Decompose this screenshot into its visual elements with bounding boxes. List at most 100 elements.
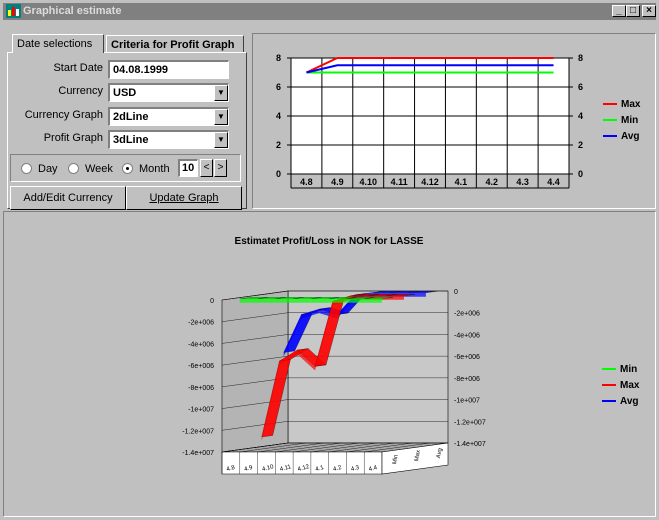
minimize-button[interactable]: _: [612, 5, 626, 17]
ribbon-edge-min: [364, 298, 382, 303]
maximize-button[interactable]: □: [626, 5, 640, 17]
ribbon-edge-max: [297, 350, 316, 371]
chevron-down-icon[interactable]: ▼: [214, 85, 228, 101]
period-count-input[interactable]: 10: [178, 159, 198, 177]
grid-line-y: [221, 312, 448, 322]
x-tick-label: 4.4: [368, 465, 378, 473]
radio-month[interactable]: [122, 163, 133, 174]
y-tick-label-right: -4e+006: [454, 332, 480, 339]
ribbon-edge-max: [261, 360, 280, 441]
y-tick-label-right: -8e+006: [454, 376, 480, 383]
y-tick-label-left: -2e+006: [188, 320, 214, 327]
x-tick-label: 4.9: [331, 177, 344, 187]
y-tick-label-right: 6: [578, 82, 583, 92]
y-tick-label-left: 2: [276, 140, 281, 150]
floor-grid-line: [257, 442, 324, 453]
floor-grid-line: [310, 442, 377, 453]
profit-chart: Estimatet Profit/Loss in NOK for LASSE 0 0…: [182, 236, 640, 475]
floor-grid-line: [293, 442, 360, 453]
title-bar[interactable]: Graphical estimate _ □ ×: [3, 3, 656, 20]
grid-line-y: [221, 377, 448, 388]
tab-date-selections[interactable]: Date selections: [12, 34, 104, 53]
start-date-input[interactable]: 04.08.1999: [108, 60, 229, 79]
y-tick-label-right: 4: [578, 111, 583, 121]
currency-graph-select[interactable]: 2dLine ▼: [108, 107, 229, 126]
radio-day[interactable]: [21, 163, 32, 174]
y-tick-label-right: -2e+006: [454, 311, 480, 318]
x-tick-label: 4.2: [486, 177, 499, 187]
series-line-max: [306, 57, 554, 74]
radio-week[interactable]: [68, 163, 79, 174]
depth-label: Min: [392, 454, 400, 465]
radio-week-label: Week: [85, 163, 113, 175]
app-icon: [6, 4, 21, 18]
floor-grid-line: [275, 442, 342, 453]
currency-label: Currency: [58, 85, 103, 97]
period-prev-button[interactable]: <: [200, 159, 213, 177]
ribbon-edge-max: [386, 295, 404, 300]
ribbon-edge-min: [257, 298, 276, 303]
currency-select[interactable]: USD ▼: [108, 83, 229, 102]
x-tick-label: 4.8: [300, 177, 313, 187]
y-tick-label-left: 0: [210, 298, 214, 305]
tab-criteria-profit-graph[interactable]: Criteria for Profit Graph: [106, 35, 244, 53]
y-tick-label-right: 2: [578, 140, 583, 150]
y-tick-label-left: 6: [276, 82, 281, 92]
series-line-avg: [306, 64, 554, 74]
grid-line-y: [221, 334, 448, 344]
y-tick-label-right: -6e+006: [454, 354, 480, 361]
chevron-down-icon[interactable]: ▼: [214, 132, 228, 148]
x-tick-label: 4.10: [262, 464, 275, 473]
x-tick-label: 4.9: [244, 465, 254, 473]
ribbon-edge-min: [239, 298, 258, 303]
chart-title: Estimatet Profit/Loss in NOK for LASSE: [235, 236, 424, 247]
y-tick-label-right: 8: [578, 53, 583, 63]
legend-label-min: Min: [621, 115, 638, 126]
window-title: Graphical estimate: [23, 5, 122, 17]
profit-graph-select[interactable]: 3dLine ▼: [108, 130, 229, 149]
floor-grid-line: [239, 442, 306, 453]
floor-grid-line: [221, 442, 289, 453]
x-tick-label: 4.1: [315, 465, 325, 473]
ribbon-edge-min: [328, 298, 347, 303]
grid-line-y: [221, 399, 448, 409]
y-tick-label-right: -1.2e+007: [454, 419, 486, 426]
depth-label: Max: [414, 450, 422, 462]
grid-line-y: [221, 421, 448, 431]
legend-label-min: Min: [620, 364, 637, 375]
ribbon-edge-min: [346, 298, 365, 303]
ribbon-segment-min: [364, 297, 393, 299]
floor-grid-line: [346, 442, 413, 453]
y-tick-label-left: -1e+007: [188, 407, 214, 414]
ribbon-segment-max: [386, 294, 415, 296]
y-tick-label-left: 4: [276, 111, 281, 121]
x-tick-label: 4.3: [516, 177, 529, 187]
ribbon-edge-avg: [283, 314, 302, 357]
y-tick-label-left: 8: [276, 53, 281, 63]
chevron-down-icon[interactable]: ▼: [214, 109, 228, 125]
update-graph-button[interactable]: Update Graph: [126, 186, 242, 210]
floor-grid-line: [364, 442, 431, 453]
radio-month-label: Month: [139, 163, 170, 175]
currency-graph-label: Currency Graph: [24, 109, 103, 121]
close-button[interactable]: ×: [642, 5, 656, 17]
x-tick-label: 4.12: [421, 177, 439, 187]
period-next-button[interactable]: >: [214, 159, 227, 177]
ribbon-edge-min: [275, 298, 294, 303]
add-edit-currency-button[interactable]: Add/Edit Currency: [10, 186, 126, 210]
y-tick-label-left: -6e+006: [188, 363, 214, 370]
x-tick-label: 4.1: [455, 177, 468, 187]
legend-label-max: Max: [621, 99, 641, 110]
x-tick-label: 4.3: [350, 465, 360, 473]
x-tick-label: 4.4: [547, 177, 560, 187]
ribbon-edge-avg: [408, 292, 426, 297]
ribbon-edge-max: [315, 301, 333, 371]
y-tick-label-right: 0: [578, 169, 583, 179]
x-tick-label: 4.10: [359, 177, 377, 187]
depth-label: Avg: [436, 448, 444, 459]
ribbon-edge-min: [293, 298, 311, 303]
y-tick-label-left: 0: [276, 169, 281, 179]
currency-chart: 0 0 2 2 4 4 6 6 8 8 4.8 4.9 4.10 4.11 4.12 4.1 4.2 4.3 4.4…: [276, 53, 641, 189]
ribbon-edge-max: [279, 350, 298, 365]
